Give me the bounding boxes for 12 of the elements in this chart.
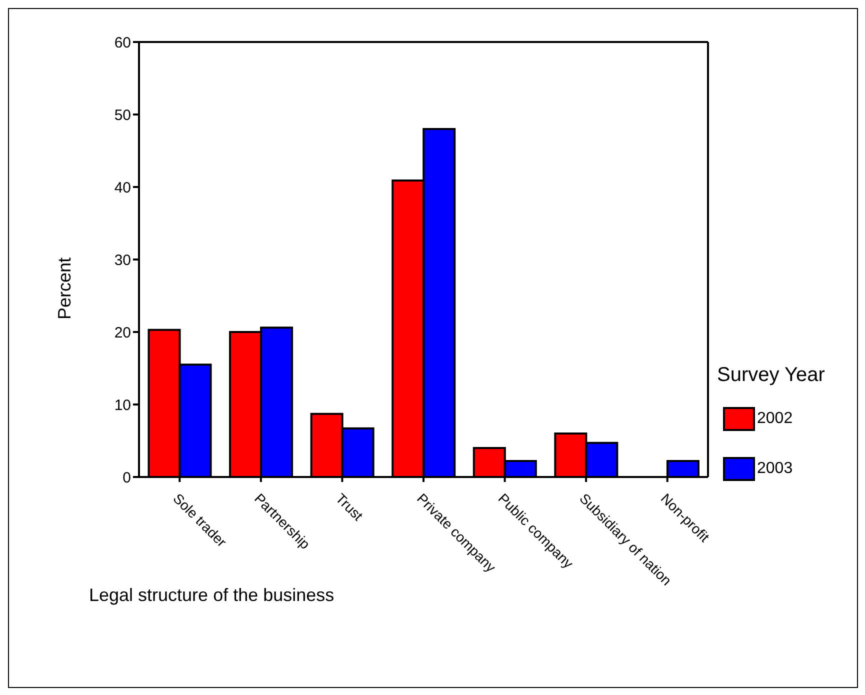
legend-title: Survey Year	[717, 364, 826, 387]
y-tick-label: 40	[114, 179, 131, 196]
y-tick-label: 50	[114, 106, 131, 124]
x-axis-title: Legal structure of the business	[89, 585, 334, 605]
y-tick-label: 0	[122, 469, 131, 486]
y-tick-label: 10	[114, 396, 131, 414]
y-axis-title: Percent	[54, 257, 74, 320]
y-tick-label: 60	[114, 34, 131, 52]
legend-label: 2003	[757, 460, 793, 478]
y-tick-label: 30	[114, 252, 131, 269]
legend-label: 2002	[757, 410, 793, 428]
y-tick-label: 20	[114, 324, 131, 342]
